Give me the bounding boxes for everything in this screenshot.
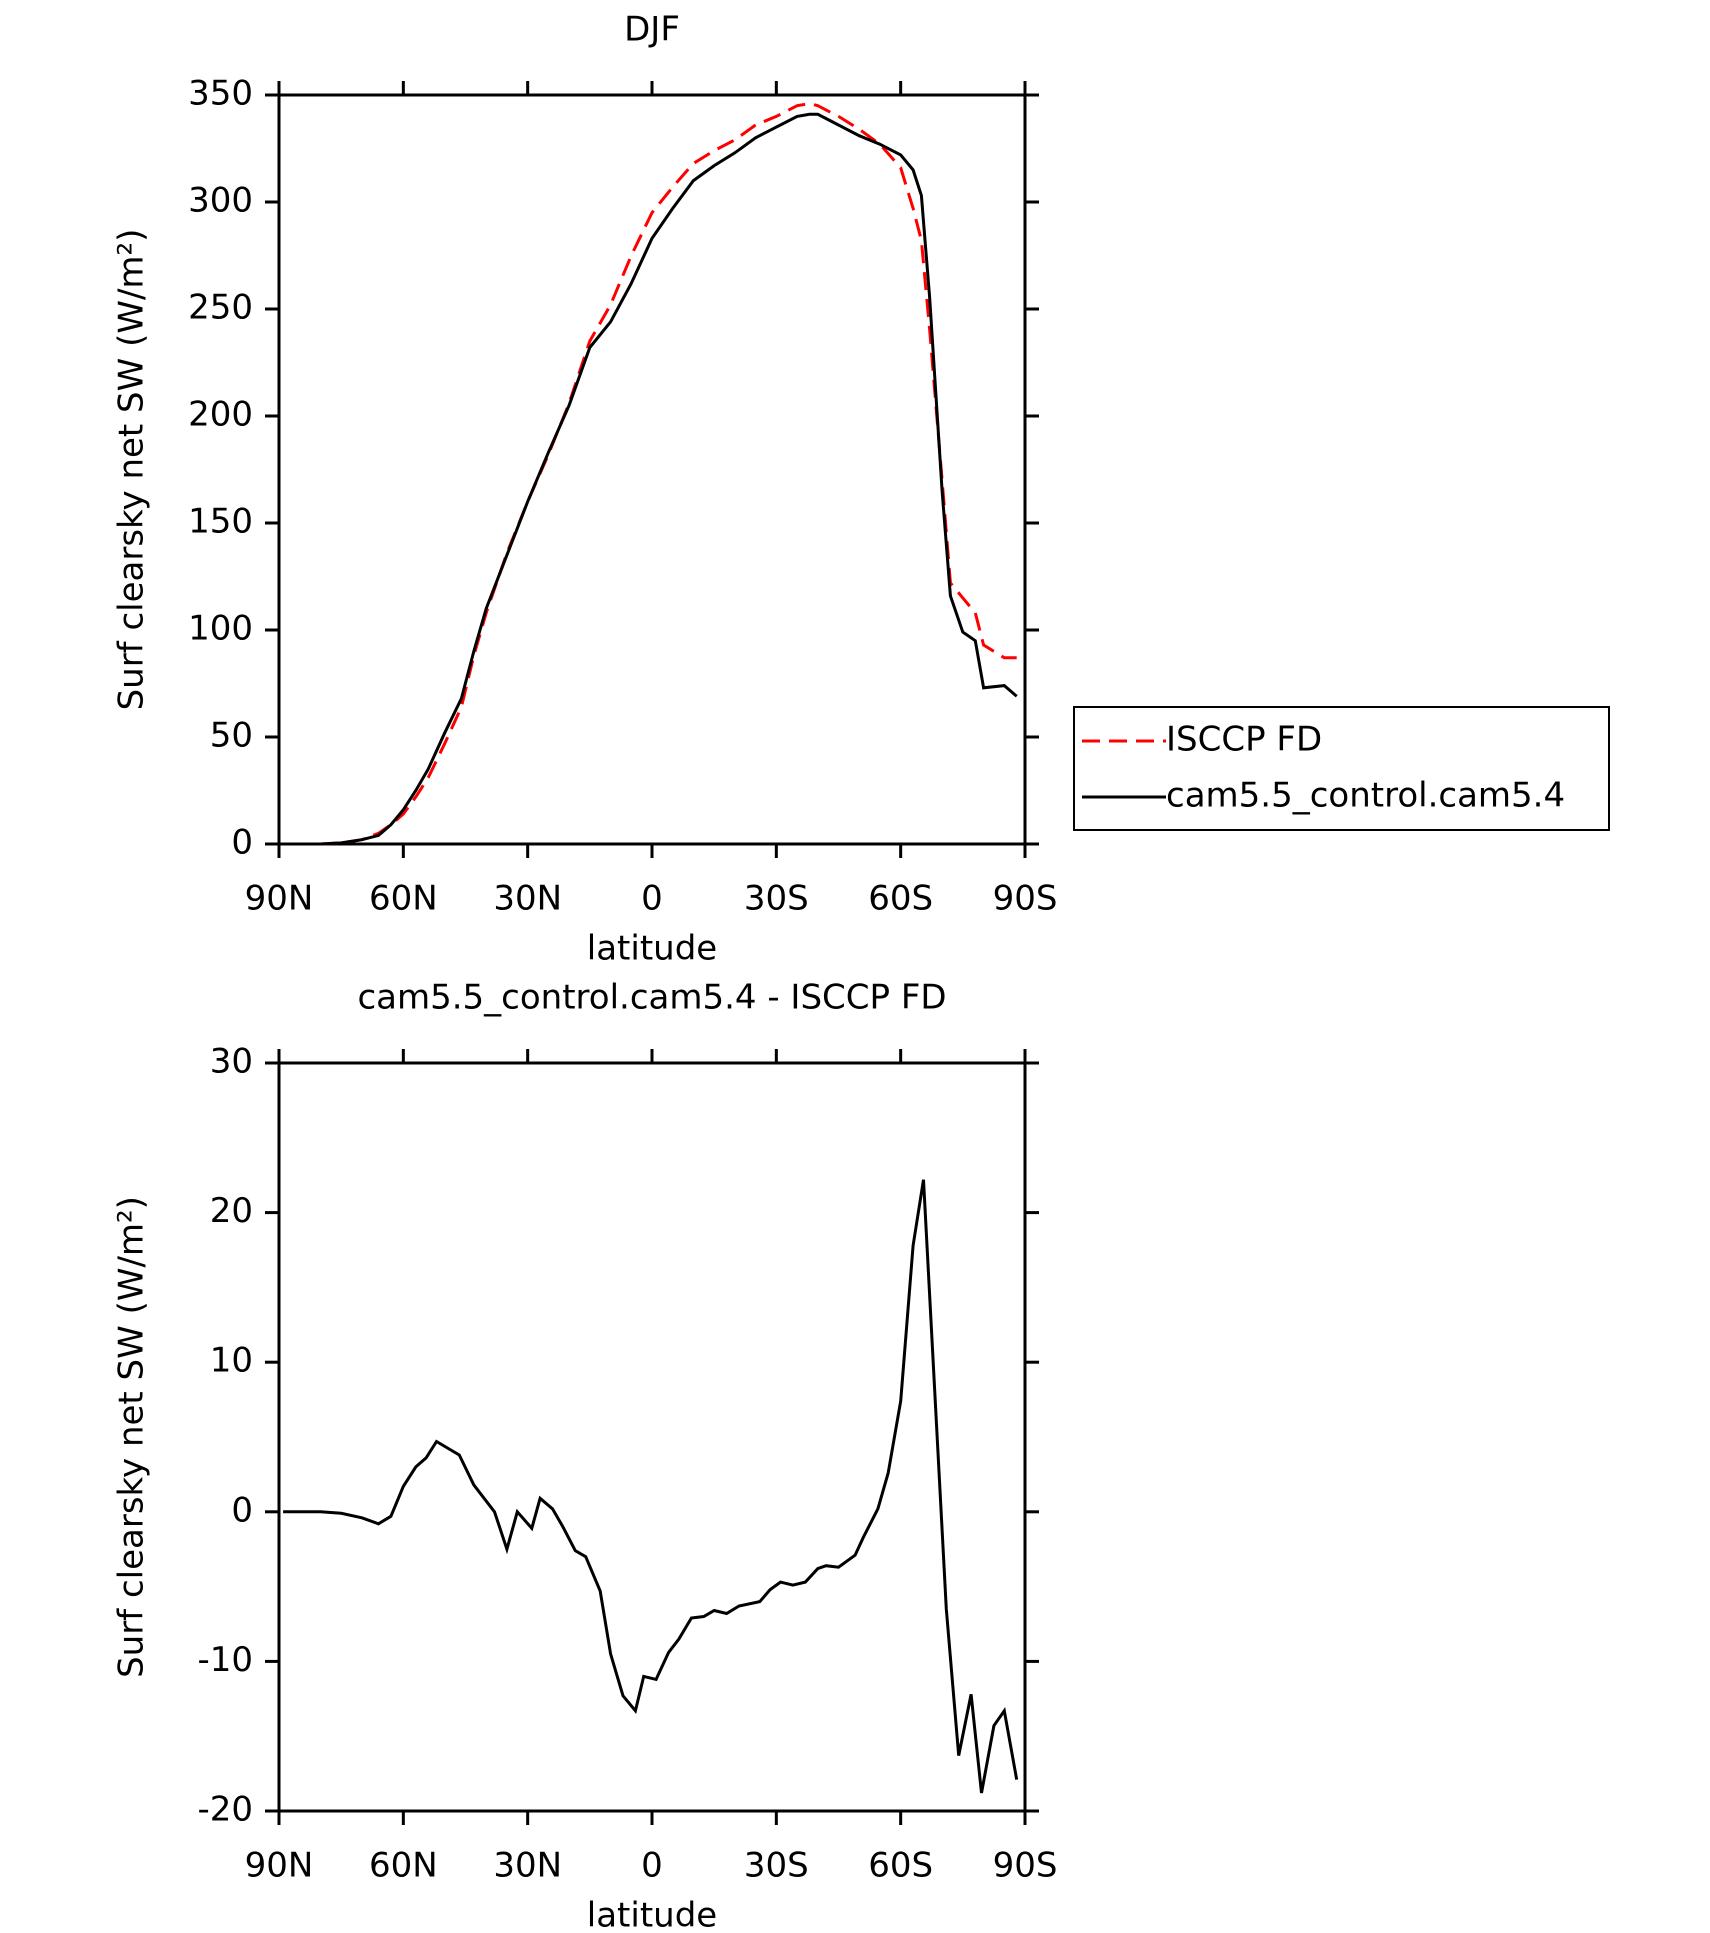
x-tick-label: 30N — [493, 1846, 562, 1886]
legend-label: ISCCP FD — [1166, 720, 1322, 760]
y-tick-label: 50 — [210, 716, 253, 756]
y-tick-label: 200 — [188, 395, 253, 435]
x-tick-label: 60S — [868, 879, 933, 919]
x-tick-label: 90S — [993, 879, 1058, 919]
x-tick-label: 90N — [245, 1846, 314, 1886]
chart-title: DJF — [624, 10, 680, 50]
y-tick-label: 300 — [188, 181, 253, 221]
chart-title: cam5.5_control.cam5.4 - ISCCP FD — [357, 978, 946, 1018]
x-tick-label: 90S — [993, 1846, 1058, 1886]
y-tick-label: 10 — [210, 1341, 253, 1381]
y-axis-label: Surf clearsky net SW (W/m²) — [112, 1196, 152, 1678]
y-tick-label: 0 — [231, 823, 253, 863]
y-tick-label: 100 — [188, 609, 253, 649]
y-axis-label: Surf clearsky net SW (W/m²) — [112, 229, 152, 711]
x-tick-label: 60N — [369, 1846, 438, 1886]
x-tick-label: 60N — [369, 879, 438, 919]
data-line — [320, 112, 1018, 846]
x-tick-label: 0 — [641, 879, 663, 919]
y-tick-label: 350 — [188, 74, 253, 114]
y-tick-label: -10 — [197, 1640, 253, 1680]
y-tick-label: -20 — [197, 1790, 253, 1830]
y-tick-label: 20 — [210, 1191, 253, 1231]
x-axis-label: latitude — [587, 1896, 717, 1933]
legend-label: cam5.5_control.cam5.4 — [1166, 776, 1565, 816]
x-tick-label: 30S — [744, 1846, 809, 1886]
legend-box — [1073, 706, 1610, 831]
data-line — [283, 1179, 1019, 1794]
x-tick-label: 0 — [641, 1846, 663, 1886]
data-line — [320, 102, 1017, 846]
plot-frame — [277, 1061, 1027, 1813]
x-tick-label: 30N — [493, 879, 562, 919]
x-tick-label: 30S — [744, 879, 809, 919]
x-tick-label: 60S — [868, 1846, 933, 1886]
y-tick-label: 30 — [210, 1042, 253, 1082]
y-tick-label: 250 — [188, 288, 253, 328]
x-axis-label: latitude — [587, 929, 717, 969]
y-tick-label: 150 — [188, 502, 253, 542]
y-tick-label: 0 — [231, 1490, 253, 1530]
x-tick-label: 90N — [245, 879, 314, 919]
